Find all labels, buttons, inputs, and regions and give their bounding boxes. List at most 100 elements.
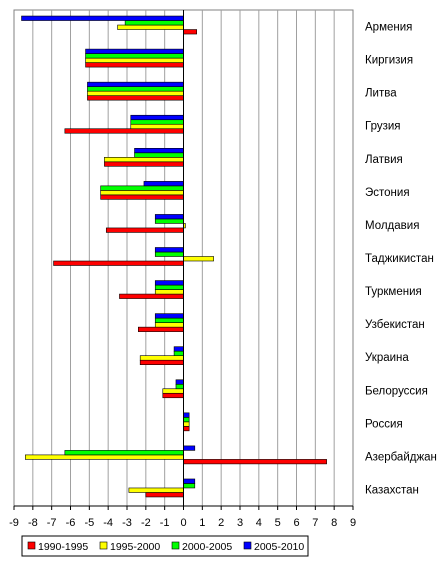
category-label: Россия [365,418,403,430]
legend-swatch-1990-1995 [27,541,36,550]
x-tick-label: -1 [160,517,170,529]
legend: 1990-1995 1995-2000 2000-2005 2005-2010 [21,535,309,557]
bar-1995-2000-Туркмения [154,289,184,295]
bar-2005-2010-Россия [183,412,190,418]
bar-1995-2000-Таджикистан [183,256,214,262]
bar-2000-2005-Латвия [134,152,184,158]
bar-2005-2010-Армения [21,15,184,21]
bar-2000-2005-Литва [87,86,184,92]
category-label: Латвия [365,154,403,166]
bar-1990-1995-Киргизия [85,62,184,68]
bar-2000-2005-Эстония [100,185,184,191]
x-tick-labels: -9 -8 -7 -6 -5 -4 -3 -2 -1 0 1 2 3 4 5 6 7 8 9 [9,517,356,529]
category-label: Молдавия [365,220,419,232]
bar-1995-2000-Армения [117,24,184,30]
category-label: Казахстан [365,484,419,496]
bar-1990-1995-Таджикистан [53,260,184,266]
bar-1990-1995-Узбекистан [138,326,184,332]
bar-2005-2010-Латвия [134,148,184,154]
legend-swatch-2005-2010 [243,541,252,550]
x-tick-label: -4 [103,517,113,529]
bar-2005-2010-Киргизия [85,48,184,54]
bar-2000-2005-Казахстан [183,483,196,489]
category-label: Узбекистан [365,319,425,331]
bar-2000-2005-Молдавия [154,218,184,224]
bar-2000-2005-Грузия [130,119,184,125]
bar-2005-2010-Таджикистан [154,247,184,253]
bar-2000-2005-Украина [173,350,184,357]
category-labels: Армения Киргизия Литва Грузия Латвия Эстония М… [365,22,437,497]
x-tick-label: -9 [9,517,19,529]
x-tick-label: 7 [312,517,318,529]
axes [13,10,354,510]
bar-1990-1995-Азербайджан [183,459,327,465]
x-tick-label: -6 [66,517,76,529]
bar-1990-1995-Туркмения [119,293,184,299]
bar-1990-1995-Грузия [64,128,184,134]
bar-2005-2010-Литва [87,81,184,87]
x-tick-label: 3 [237,517,243,529]
x-tick-label: 8 [331,517,337,529]
legend-box [21,535,309,557]
bar-2000-2005-Белоруссия [175,383,184,390]
legend-label-2000-2005: 2000-2005 [182,541,232,553]
x-tick-label: -5 [84,517,94,529]
category-label: Азербайджан [365,451,437,463]
x-tick-label: -8 [28,517,38,529]
bar-2005-2010-Белоруссия [175,379,184,385]
bar-1990-1995-Латвия [104,161,184,167]
legend-swatch-2000-2005 [171,541,180,550]
bar-1995-2000-Узбекистан [154,322,184,328]
category-label: Украина [365,352,409,364]
bar-1990-1995-Белоруссия [162,392,184,399]
bar-2000-2005-Таджикистан [154,251,184,257]
category-label: Эстония [365,187,410,199]
x-tick-label: -3 [122,517,132,529]
bar-1995-2000-Россия [183,421,190,427]
x-tick-label: -2 [141,517,151,529]
bar-1995-2000-Казахстан [128,487,184,493]
x-tick-label: 1 [199,517,205,529]
x-tick-label: -7 [47,517,57,529]
x-tick-label: 0 [180,517,186,529]
bar-1990-1995-Россия [183,426,190,432]
category-label: Таджикистан [365,253,434,265]
category-label: Белоруссия [365,385,428,397]
bar-1990-1995-Украина [139,359,184,366]
bar-2005-2010-Молдавия [154,214,184,220]
bar-2005-2010-Казахстан [183,478,196,484]
category-label: Армения [365,22,412,34]
category-label: Киргизия [365,55,413,67]
bar-2005-2010-Грузия [130,114,184,121]
bar-2005-2010-Узбекистан [154,313,184,319]
bar-1995-2000-Азербайджан [24,454,184,460]
bar-1990-1995-Армения [183,29,197,35]
bar-1990-1995-Эстония [100,194,184,200]
bar-2000-2005-Узбекистан [154,317,184,323]
bar-1990-1995-Казахстан [145,492,184,498]
bar-2000-2005-Россия [183,417,190,423]
bar-1995-2000-Эстония [100,190,184,196]
bar-2000-2005-Киргизия [85,53,184,59]
bar-1995-2000-Латвия [104,157,184,163]
category-label: Грузия [365,121,401,133]
bar-2005-2010-Украина [173,346,184,352]
bar-2005-2010-Туркмения [154,280,184,286]
x-tick-label: 2 [218,517,224,529]
bar-1995-2000-Литва [87,90,184,96]
bar-2000-2005-Армения [124,20,184,26]
bar-2000-2005-Азербайджан [64,450,184,456]
bar-2005-2010-Эстония [143,181,184,187]
bar-1995-2000-Белоруссия [162,388,184,394]
bar-1990-1995-Молдавия [105,227,184,233]
category-label: Литва [365,88,397,100]
legend-label-2005-2010: 2005-2010 [254,541,304,553]
bar-1990-1995-Литва [87,95,184,101]
bar-1995-2000-Грузия [130,123,184,130]
category-label: Туркмения [365,286,422,298]
x-tick-label: 5 [275,517,281,529]
bar-2005-2010-Азербайджан [183,445,196,451]
legend-label-1990-1995: 1990-1995 [38,541,88,553]
x-tick-label: 4 [256,517,262,529]
